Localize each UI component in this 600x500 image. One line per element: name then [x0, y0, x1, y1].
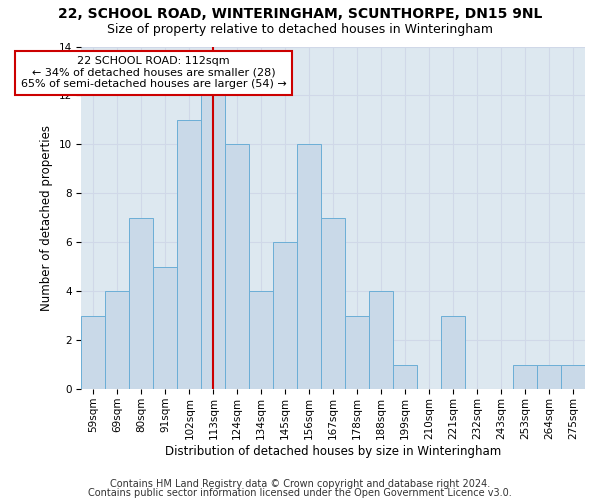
Bar — [393, 364, 417, 389]
Y-axis label: Number of detached properties: Number of detached properties — [40, 125, 53, 311]
Text: Size of property relative to detached houses in Winteringham: Size of property relative to detached ho… — [107, 22, 493, 36]
Bar — [321, 218, 345, 389]
Bar — [561, 364, 585, 389]
Bar — [249, 292, 273, 389]
Bar — [441, 316, 465, 389]
Bar — [226, 144, 249, 389]
Bar — [537, 364, 561, 389]
Text: Contains HM Land Registry data © Crown copyright and database right 2024.: Contains HM Land Registry data © Crown c… — [110, 479, 490, 489]
Bar — [369, 292, 393, 389]
X-axis label: Distribution of detached houses by size in Winteringham: Distribution of detached houses by size … — [165, 444, 502, 458]
Bar — [273, 242, 297, 389]
Bar — [106, 292, 130, 389]
Bar — [513, 364, 537, 389]
Text: Contains public sector information licensed under the Open Government Licence v3: Contains public sector information licen… — [88, 488, 512, 498]
Bar — [130, 218, 154, 389]
Text: 22 SCHOOL ROAD: 112sqm
← 34% of detached houses are smaller (28)
65% of semi-det: 22 SCHOOL ROAD: 112sqm ← 34% of detached… — [20, 56, 286, 90]
Bar — [154, 267, 178, 389]
Bar — [178, 120, 202, 389]
Bar — [297, 144, 321, 389]
Bar — [82, 316, 106, 389]
Text: 22, SCHOOL ROAD, WINTERINGHAM, SCUNTHORPE, DN15 9NL: 22, SCHOOL ROAD, WINTERINGHAM, SCUNTHORP… — [58, 8, 542, 22]
Bar — [345, 316, 369, 389]
Bar — [202, 96, 226, 389]
